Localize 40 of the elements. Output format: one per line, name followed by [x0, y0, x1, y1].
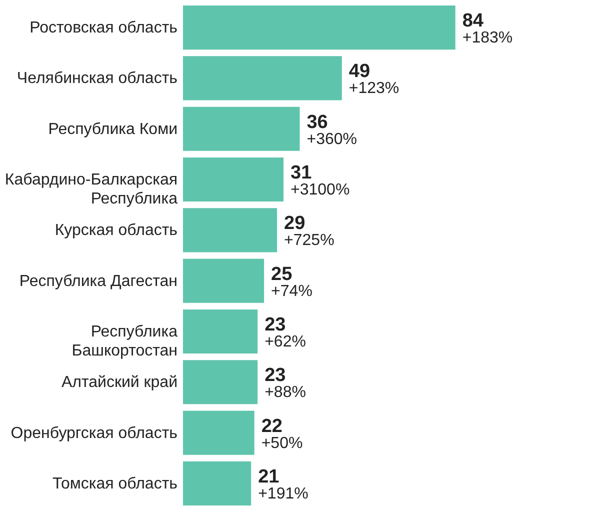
bar: [183, 6, 456, 50]
data-label: 31: [290, 162, 312, 184]
data-label: 49: [348, 61, 370, 82]
bar: [183, 208, 278, 252]
data-label: 36: [306, 112, 328, 133]
annotation: +725%: [284, 232, 334, 250]
annotation: +123%: [348, 80, 400, 98]
annotation: +50%: [261, 434, 303, 452]
annotation: +74%: [271, 282, 312, 300]
y-tick-label: Ростовская область: [30, 20, 178, 37]
y-tick-label: Республика Коми: [48, 120, 178, 138]
y-tick-label: Челябинская область: [16, 70, 178, 88]
data-label: 22: [261, 416, 282, 437]
y-tick-label: Курская область: [54, 222, 178, 240]
data-label: 29: [284, 213, 306, 234]
annotation: +3100%: [290, 182, 350, 199]
bar: [183, 360, 258, 404]
bar: [183, 106, 300, 151]
bar: [183, 410, 254, 455]
bar: [183, 461, 252, 506]
annotation: +88%: [264, 384, 306, 402]
y-tick-label: Томская область: [52, 475, 178, 492]
bar: [183, 309, 258, 354]
annotation: +360%: [306, 130, 357, 148]
annotation: +191%: [258, 485, 308, 502]
y-tick-label: Кабардино-Балкарская Республика: [4, 172, 178, 208]
data-label: 25: [271, 264, 293, 285]
bar: [183, 258, 264, 303]
data-label: 23: [264, 365, 286, 386]
bar: [183, 56, 342, 100]
y-tick-label: Оренбургская область: [10, 424, 178, 442]
bar: [183, 157, 284, 202]
data-label: 21: [258, 466, 280, 488]
y-tick-label: Республика Дагестан: [19, 272, 178, 290]
y-tick-label: Алтайский край: [61, 374, 178, 392]
annotation: +183%: [462, 30, 513, 47]
data-label: 84: [462, 10, 484, 32]
y-tick-label: Республика Башкортостан: [72, 323, 178, 360]
data-label: 23: [264, 314, 286, 336]
annotation: +62%: [264, 333, 306, 350]
